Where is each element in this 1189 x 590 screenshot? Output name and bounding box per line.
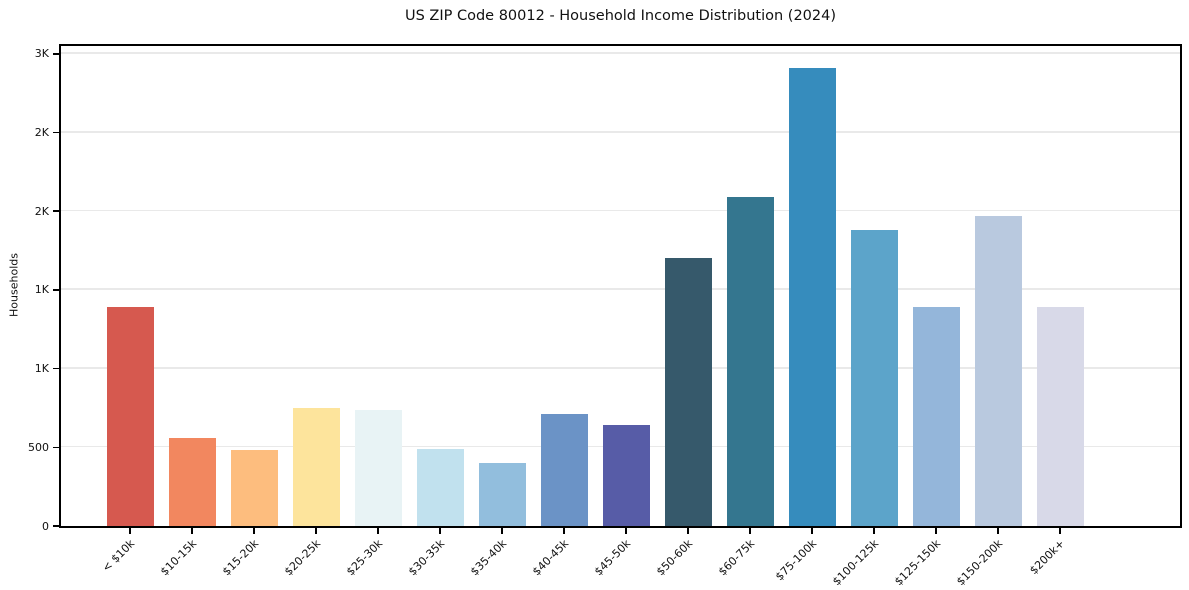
gridline <box>61 367 1180 369</box>
x-tick <box>315 528 317 534</box>
x-tick-label: < $10k <box>99 537 138 575</box>
x-tick <box>563 528 565 534</box>
bar <box>540 414 588 526</box>
y-tick <box>53 131 59 134</box>
x-tick <box>191 528 193 534</box>
x-tick <box>811 528 813 534</box>
bar <box>106 307 154 526</box>
x-tick <box>129 528 131 534</box>
bar <box>478 463 526 526</box>
bar <box>354 409 402 526</box>
bar <box>292 407 340 526</box>
bar <box>974 215 1022 526</box>
bar <box>912 307 960 526</box>
y-tick <box>53 53 59 55</box>
x-tick <box>997 528 999 534</box>
bar <box>1036 307 1084 526</box>
bar <box>850 230 898 526</box>
x-tick <box>377 528 379 534</box>
x-tick <box>439 528 441 534</box>
bar <box>230 450 278 526</box>
y-tick-label: 3K <box>34 47 49 61</box>
x-tick <box>625 528 627 534</box>
y-tick-label: 0 <box>42 519 49 533</box>
y-tick-label: 2K <box>34 126 49 140</box>
gridline <box>61 52 1180 54</box>
bar <box>788 68 836 526</box>
gridline <box>61 288 1180 290</box>
y-tick-label: 1K <box>34 283 49 297</box>
gridline <box>61 131 1180 133</box>
x-tick <box>687 528 689 534</box>
bar <box>416 448 464 526</box>
y-tick <box>53 525 59 527</box>
y-tick-label: 500 <box>28 440 49 454</box>
y-tick <box>53 210 59 213</box>
bar <box>602 425 650 526</box>
chart-title: US ZIP Code 80012 - Household Income Dis… <box>404 8 837 24</box>
plot-area <box>59 44 1182 528</box>
bar <box>168 437 216 526</box>
y-tick-label: 1K <box>34 362 49 376</box>
y-tick-label: 2K <box>34 204 49 218</box>
x-tick <box>501 528 503 534</box>
x-tick <box>1059 528 1061 534</box>
x-tick <box>749 528 751 534</box>
x-tick <box>253 528 255 534</box>
x-tick <box>935 528 937 534</box>
x-tick <box>873 528 875 534</box>
y-tick <box>53 289 59 291</box>
bar <box>726 197 774 526</box>
y-tick <box>53 446 59 449</box>
gridline <box>61 209 1180 212</box>
y-tick <box>53 367 59 370</box>
bar <box>664 258 712 526</box>
